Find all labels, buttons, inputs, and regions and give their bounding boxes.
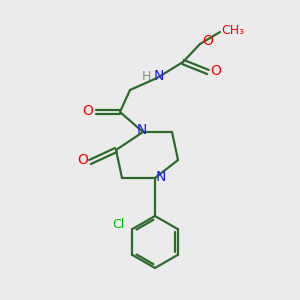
Text: N: N [137,123,147,137]
Text: H: H [141,70,151,83]
Text: Cl: Cl [112,218,124,232]
Text: N: N [154,69,164,83]
Text: O: O [78,153,88,167]
Text: O: O [82,104,93,118]
Text: N: N [156,170,166,184]
Text: O: O [202,34,213,48]
Text: CH₃: CH₃ [221,25,244,38]
Text: O: O [211,64,221,78]
